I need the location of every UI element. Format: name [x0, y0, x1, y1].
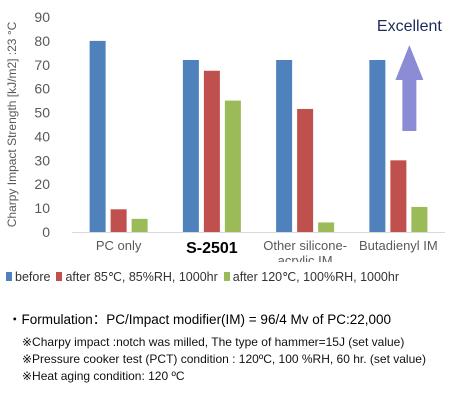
- bar-after-120c-0: [131, 218, 148, 232]
- bar-before-3: [369, 60, 386, 232]
- bar-before-2: [276, 60, 293, 232]
- bars: [89, 40, 428, 233]
- up-arrow-icon: [395, 45, 424, 131]
- notes-block: ・Formulation：PC/Impact modifier(IM) = 96…: [8, 308, 448, 386]
- y-axis-label: Charpy Impact Strength [kJ/m2] :23 °C: [5, 21, 19, 227]
- y-tick-label: 80: [34, 33, 50, 49]
- legend-label: before: [15, 270, 51, 284]
- bar-after-120c-2: [318, 222, 335, 232]
- y-tick-label: 50: [34, 105, 50, 121]
- y-axis-label-group: Charpy Impact Strength [kJ/m2] :23 °C: [5, 21, 19, 227]
- bar-after-85c-3: [390, 160, 407, 232]
- x-category-label: Other silicone-acrylic IM: [263, 238, 347, 262]
- bar-before-1: [182, 60, 199, 232]
- y-tick-label: 30: [34, 152, 50, 168]
- bar-chart: Charpy Impact Strength [kJ/m2] :23 °C 0 1…: [5, 9, 445, 262]
- x-category-label: S-2501: [186, 240, 238, 257]
- y-tick-label: 10: [34, 200, 50, 216]
- y-tick-label: 60: [34, 81, 50, 97]
- legend-item-after-85c: after 85℃, 85%RH, 1000hr: [56, 269, 218, 284]
- legend: before after 85℃, 85%RH, 1000hr after 120℃…: [6, 269, 450, 287]
- y-tick-label: 40: [34, 128, 50, 144]
- note-charpy-impact: ※Charpy impact :notch was milled, The ty…: [22, 335, 405, 349]
- legend-swatch: [6, 272, 12, 281]
- legend-item-before: before: [6, 270, 50, 284]
- bar-after-85c-0: [110, 209, 127, 232]
- y-tick-label: 70: [34, 57, 50, 73]
- y-tick-label: 90: [34, 9, 50, 25]
- note-heat-aging: ※Heat aging condition: 120 ºC: [22, 369, 185, 383]
- bar-before-0: [89, 40, 106, 233]
- y-tick-label: 20: [34, 176, 50, 192]
- legend-label: after 120℃, 100%RH, 1000hr: [232, 270, 399, 284]
- y-axis-ticks: 0 10 20 30 40 50 60 70 80 90: [34, 9, 50, 240]
- legend-swatch: [56, 272, 63, 281]
- formulation-text: ・Formulation：PC/Impact modifier(IM) = 96…: [8, 312, 392, 327]
- annotation-group: Excellent: [377, 18, 442, 131]
- excellent-annotation: Excellent: [377, 18, 442, 35]
- x-axis-categories: PC only S-2501 Other silicone-acrylic IM Bu…: [96, 238, 438, 262]
- bar-after-120c-1: [224, 100, 241, 232]
- y-tick-label: 0: [42, 224, 50, 240]
- x-category-label: PC only: [96, 238, 142, 253]
- bar-after-85c-2: [297, 108, 314, 232]
- x-category-label: Butadienyl IM: [359, 238, 438, 253]
- legend-item-after-120c: after 120℃, 100%RH, 1000hr: [223, 269, 399, 284]
- bar-after-85c-1: [203, 70, 220, 232]
- note-pressure-cooker-test: ※Pressure cooker test (PCT) condition : …: [22, 352, 426, 366]
- legend-label: after 85℃, 85%RH, 1000hr: [65, 270, 218, 284]
- bar-after-120c-3: [411, 206, 428, 232]
- legend-swatch: [223, 272, 230, 281]
